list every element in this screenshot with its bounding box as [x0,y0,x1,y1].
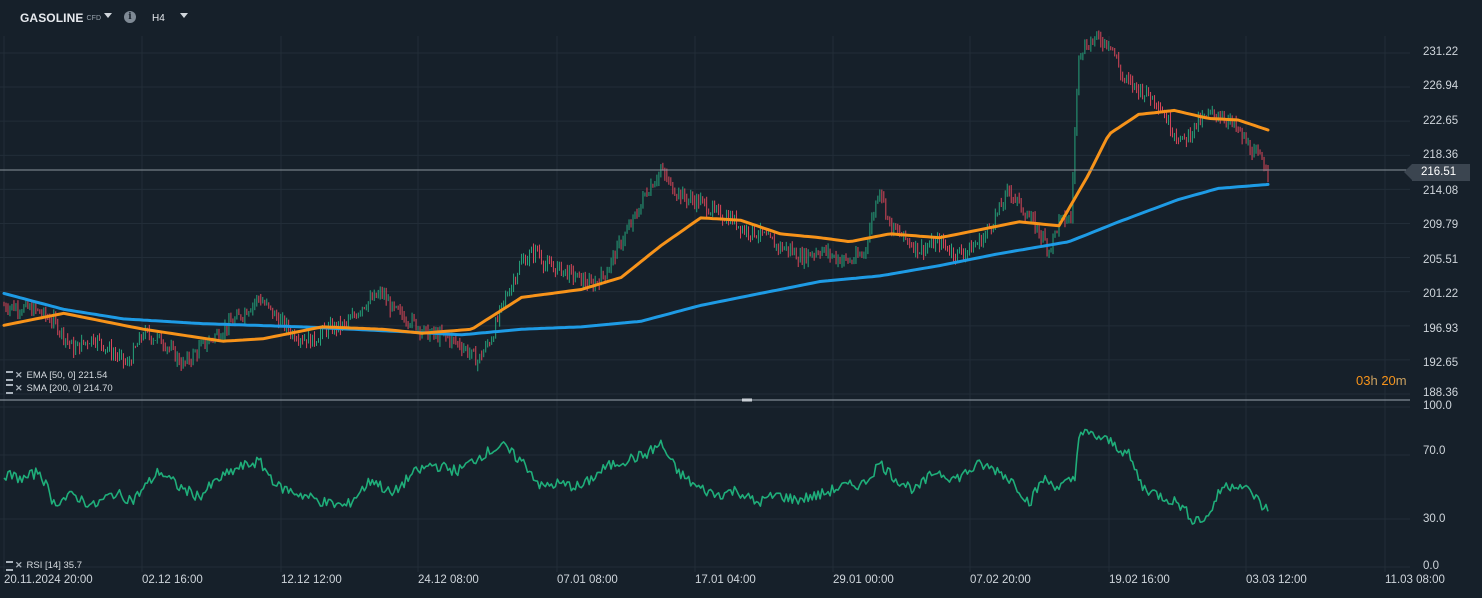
time-tick: 07.01 08:00 [557,574,618,586]
settings-lines-icon[interactable] [6,560,13,571]
time-tick: 29.01 00:00 [833,574,894,586]
price-tick: 205.51 [1423,254,1459,266]
rsi-legend[interactable]: ✕ RSI [14] 35.7 [6,560,82,571]
time-tick: 02.12 16:00 [142,574,203,586]
time-tick: 19.02 16:00 [1109,574,1170,586]
chart-toolbar: GASOLINE CFD i H4 [0,0,1410,36]
remove-x-icon[interactable]: ✕ [15,383,23,393]
rsi-tick: 0.0 [1423,560,1439,572]
settings-lines-icon[interactable] [6,383,13,394]
chart-grid [0,36,1410,572]
time-tick: 11.03 08:00 [1385,574,1445,586]
remove-x-icon[interactable]: ✕ [15,370,23,380]
time-tick: 12.12 12:00 [281,574,342,586]
rsi-line [3,428,1269,525]
rsi-tick: 70.0 [1423,445,1446,457]
time-tick: 03.03 12:00 [1246,574,1307,586]
timeframe-dropdown-chevron-down-icon[interactable] [180,13,188,18]
timer-minutes-unit: m [1395,373,1407,388]
current-price-tag: 216.51 [1404,164,1470,181]
price-tick: 196.93 [1423,323,1459,335]
price-tick: 218.36 [1423,149,1459,161]
price-tick: 188.36 [1423,387,1459,399]
sma-legend-label: SMA [200, 0] 214.70 [26,383,113,394]
remove-x-icon[interactable]: ✕ [15,560,23,570]
timer-hours-unit: h [1370,373,1378,388]
time-tick: 17.01 04:00 [695,574,756,586]
price-tick: 209.79 [1423,219,1459,231]
price-tick: 201.22 [1423,288,1459,300]
instrument-type: CFD [86,15,102,23]
sma-200-line [2,182,1270,337]
time-tick: 07.02 20:00 [970,574,1031,586]
candlestick-series [3,30,1269,372]
rsi-legend-label: RSI [14] 35.7 [26,560,82,571]
timeframe-selector[interactable]: H4 [152,13,165,24]
price-tick: 192.65 [1423,357,1459,369]
ema-50-line [2,108,1270,343]
symbol-selector[interactable]: GASOLINE CFD [20,11,101,25]
symbol-name: GASOLINE [20,11,84,25]
ema-legend-label: EMA [50, 0] 221.54 [26,370,108,381]
sma-legend[interactable]: ✕ SMA [200, 0] 214.70 [6,383,113,394]
info-icon[interactable]: i [124,11,136,23]
pane-resize-handle [742,398,752,402]
symbol-dropdown-chevron-down-icon[interactable] [104,13,112,18]
candle-countdown-timer: 03h 20m [1356,373,1407,388]
timer-minutes: 20 [1381,373,1396,388]
rsi-tick: 30.0 [1423,513,1446,525]
price-tick: 222.65 [1423,115,1459,127]
settings-lines-icon[interactable] [6,370,13,381]
price-tick: 226.94 [1423,80,1459,92]
price-tick: 231.22 [1423,46,1459,58]
time-tick: 24.12 08:00 [418,574,479,586]
timer-hours: 03 [1356,373,1371,388]
rsi-tick: 100.0 [1423,400,1452,412]
time-tick: 20.11.2024 20:00 [4,574,93,586]
price-tick: 214.08 [1423,185,1459,197]
ema-legend[interactable]: ✕ EMA [50, 0] 221.54 [6,370,107,381]
